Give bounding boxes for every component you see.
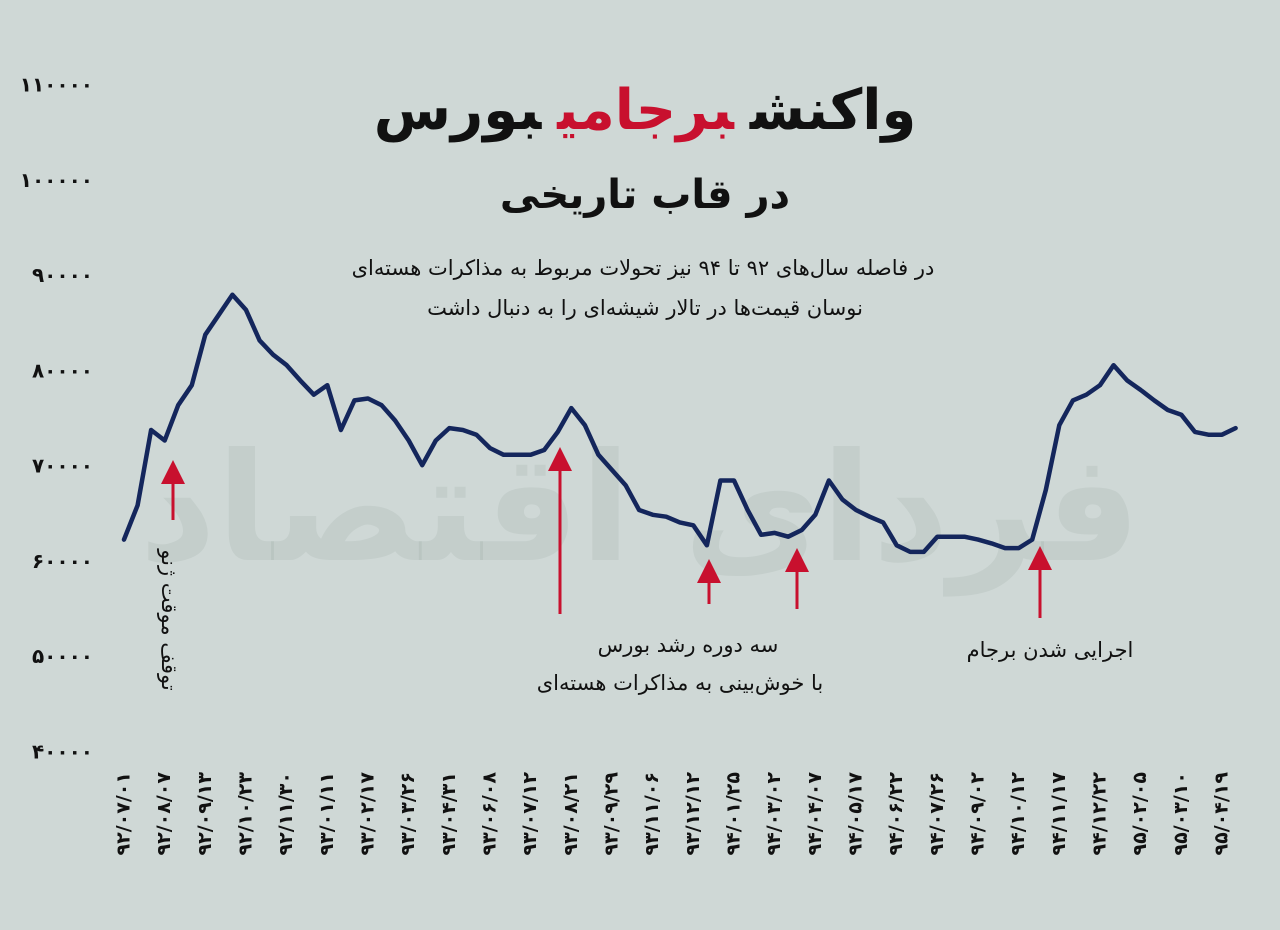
- x-tick-label: ۹۳/۰۷/۱۲: [519, 772, 541, 856]
- x-tick-label: ۹۴/۱۲/۲۲: [1089, 772, 1111, 856]
- x-tick-label: ۹۳/۱۲/۱۲: [682, 772, 704, 856]
- annotation: با خوش‌بینی به مذاکرات هسته‌ای: [537, 671, 824, 695]
- x-tick-label: ۹۴/۱۱/۱۷: [1048, 772, 1070, 856]
- x-tick-label: ۹۳/۰۲/۱۷: [357, 772, 379, 856]
- x-tick-label: ۹۲/۱۰/۲۳: [235, 772, 257, 856]
- x-tick-label: ۹۳/۰۶/۰۸: [479, 772, 501, 856]
- x-tick-label: ۹۵/۰۳/۱۰: [1170, 772, 1192, 855]
- x-tick-label: ۹۳/۰۱/۱۱: [316, 772, 338, 855]
- description-line: در فاصله سال‌های ۹۲ تا ۹۴ نیز تحولات مرب…: [352, 256, 935, 280]
- y-tick-label: ۵۰۰۰۰: [32, 644, 93, 668]
- line: [121, 292, 1238, 555]
- x-tick-label: ۹۵/۰۴/۱۹: [1211, 772, 1233, 856]
- annotation: توقف موقت ژنو: [157, 548, 181, 691]
- x-tick-label: ۹۴/۰۶/۲۲: [885, 772, 907, 856]
- y-tick-label: ۷۰۰۰۰: [32, 454, 93, 478]
- y-tick-label: ۶۰۰۰۰: [32, 549, 93, 573]
- title-word: برجامی: [557, 78, 734, 143]
- x-tick-label: ۹۴/۰۴/۰۷: [804, 772, 826, 856]
- x-tick-label: ۹۳/۰۹/۲۹: [601, 772, 623, 856]
- x-tick-label: ۹۴/۰۳/۰۲: [763, 772, 785, 856]
- description-line: نوسان قیمت‌ها در تالار شیشه‌ای را به دنب…: [427, 296, 863, 320]
- y-tick-label: ۱۰۰۰۰۰: [20, 168, 93, 192]
- y-tick-label: ۸۰۰۰۰: [32, 358, 93, 382]
- chart-title: واکنشبرجامیبورس: [0, 78, 1280, 143]
- x-tick-label: ۹۴/۰۹/۰۲: [967, 772, 989, 856]
- x-tick-label: ۹۴/۰۷/۲۶: [926, 772, 948, 855]
- subtitle: در قاب تاریخی: [500, 172, 790, 218]
- x-tick-label: ۹۴/۰۱/۲۵: [723, 772, 745, 856]
- y-tick-label: ۴۰۰۰۰: [32, 740, 93, 764]
- title-word: بورس: [373, 78, 542, 143]
- x-tick-label: ۹۴/۱۰/۱۲: [1007, 772, 1029, 856]
- annotation: اجرایی شدن برجام: [967, 638, 1134, 662]
- x-tick-label: ۹۲/۰۷/۰۱: [113, 772, 135, 855]
- annotation: سه دوره رشد بورس: [598, 633, 779, 657]
- x-tick-label: ۹۵/۰۲/۰۵: [1129, 772, 1151, 856]
- x-tick-label: ۹۲/۱۱/۳۰: [275, 772, 297, 855]
- x-tick-label: ۹۳/۰۴/۳۱: [438, 772, 460, 855]
- x-tick-label: ۹۲/۰۹/۱۳: [194, 772, 216, 856]
- title-word: واکنش: [749, 78, 917, 143]
- x-tick-label: ۹۳/۰۸/۲۱: [560, 772, 582, 855]
- x-tick-label: ۹۴/۰۵/۱۷: [845, 772, 867, 856]
- x-tick-label: ۹۲/۰۸/۰۷: [153, 772, 175, 856]
- x-tick-label: ۹۳/۱۱/۰۶: [641, 772, 663, 855]
- x-tick-label: ۹۳/۰۳/۲۶: [397, 772, 419, 855]
- y-tick-label: ۱۱۰۰۰۰: [20, 73, 93, 97]
- y-tick-label: ۹۰۰۰۰: [32, 263, 93, 287]
